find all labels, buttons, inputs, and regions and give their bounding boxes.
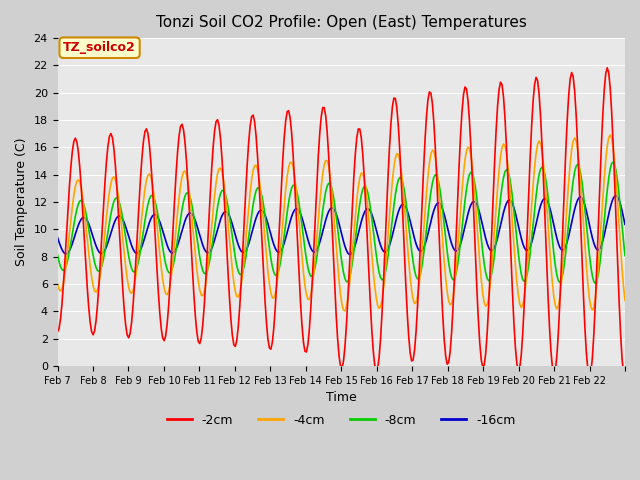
Text: TZ_soilco2: TZ_soilco2 — [63, 41, 136, 54]
X-axis label: Time: Time — [326, 391, 356, 404]
Y-axis label: Soil Temperature (C): Soil Temperature (C) — [15, 138, 28, 266]
Legend: -2cm, -4cm, -8cm, -16cm: -2cm, -4cm, -8cm, -16cm — [162, 409, 521, 432]
Title: Tonzi Soil CO2 Profile: Open (East) Temperatures: Tonzi Soil CO2 Profile: Open (East) Temp… — [156, 15, 527, 30]
